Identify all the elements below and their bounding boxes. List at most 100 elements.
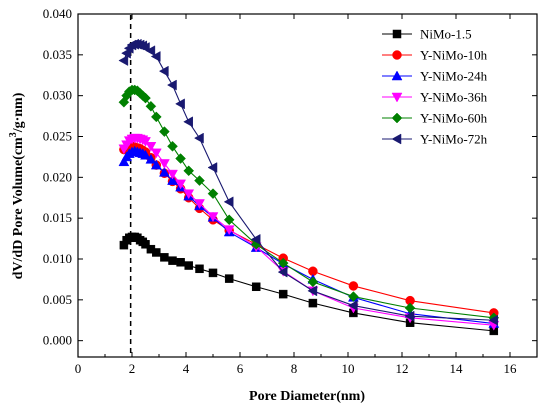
- data-point: [404, 310, 415, 322]
- series-line: [123, 137, 494, 326]
- legend-marker: [392, 29, 402, 39]
- data-point: [158, 166, 170, 177]
- data-point: [194, 175, 205, 186]
- legend-item: Y-NiMo-36h: [382, 90, 488, 105]
- data-point: [250, 233, 261, 245]
- data-point: [145, 153, 157, 164]
- series-NiMo-1.5: [119, 232, 499, 336]
- data-point: [308, 298, 318, 308]
- data-point: [145, 100, 157, 112]
- data-point: [140, 92, 151, 104]
- legend-label: Y-NiMo-36h: [420, 90, 488, 105]
- legend-item: Y-NiMo-24h: [382, 69, 488, 84]
- y-tick-label: 0.040: [43, 6, 72, 21]
- x-tick-label: 4: [183, 361, 190, 376]
- data-point: [167, 175, 178, 185]
- y-axis-title-part-1: dV/dD Pore Volume(cm: [11, 137, 26, 279]
- y-axis-title-superscript: 3: [8, 132, 19, 137]
- legend-item: NiMo-1.5: [382, 27, 472, 42]
- y-tick-label: 0.010: [43, 251, 72, 266]
- x-axis-title: Pore Diameter(nm): [249, 389, 365, 404]
- y-axis-ticks: 0.000 0.005 0.010 0.015 0.020 0.025 0.030 0.035…: [43, 6, 537, 348]
- data-point: [175, 179, 187, 190]
- data-point: [277, 257, 289, 269]
- data-point: [150, 111, 162, 123]
- y-tick-label: 0.000: [43, 333, 72, 348]
- data-point: [152, 248, 161, 257]
- data-point: [194, 199, 205, 209]
- y-tick-label: 0.030: [43, 88, 72, 103]
- series-line: [123, 150, 494, 325]
- data-point: [193, 132, 204, 144]
- y-tick-label: 0.025: [43, 129, 72, 144]
- x-tick-label: 16: [504, 361, 518, 376]
- data-point: [175, 153, 186, 164]
- data-point: [184, 261, 193, 270]
- y-tick-label: 0.005: [43, 292, 72, 307]
- legend-marker: [392, 50, 402, 60]
- y-tick-label: 0.015: [43, 210, 72, 225]
- legend-item: Y-NiMo-72h: [382, 132, 488, 147]
- data-point: [224, 274, 234, 283]
- data-point: [183, 189, 195, 200]
- data-point: [207, 162, 218, 173]
- x-tick-label: 0: [75, 361, 82, 376]
- data-point: [208, 268, 218, 278]
- legend-label: Y-NiMo-72h: [420, 132, 488, 147]
- legend-label: Y-NiMo-10h: [420, 48, 488, 63]
- x-tick-label: 14: [450, 361, 464, 376]
- data-point: [223, 214, 235, 226]
- y-tick-label: 0.035: [43, 47, 72, 62]
- x-tick-label: 10: [342, 361, 355, 376]
- data-point: [207, 188, 219, 200]
- data-point: [158, 159, 170, 169]
- legend-item: Y-NiMo-60h: [382, 111, 488, 126]
- data-point: [195, 264, 204, 274]
- data-point: [145, 45, 156, 57]
- data-point: [141, 240, 150, 249]
- data-point: [118, 55, 129, 66]
- data-point: [118, 156, 130, 167]
- series-Y-NiMo-72h: [118, 38, 499, 326]
- data-point: [150, 148, 162, 159]
- data-point: [167, 169, 178, 180]
- data-point: [278, 289, 288, 299]
- data-point: [347, 300, 358, 311]
- data-point: [145, 142, 157, 152]
- data-point: [307, 285, 318, 297]
- data-point: [277, 266, 288, 278]
- x-tick-label: 2: [129, 361, 136, 376]
- data-point: [159, 126, 170, 137]
- legend-label: Y-NiMo-60h: [420, 111, 488, 126]
- data-point: [307, 276, 319, 288]
- x-axis-ticks: 0 2 4 6 8 10 12 14 16: [75, 14, 517, 376]
- y-axis-title: dV/dD Pore Volume(cm3/g·nm): [8, 92, 26, 279]
- legend-label: Y-NiMo-24h: [420, 69, 488, 84]
- data-point: [348, 281, 359, 291]
- data-point: [140, 149, 151, 160]
- data-point: [167, 140, 178, 152]
- legend-label: NiMo-1.5: [420, 27, 472, 42]
- legend-item: Y-NiMo-10h: [382, 48, 488, 63]
- y-tick-label: 0.020: [43, 169, 72, 184]
- data-point: [150, 159, 162, 170]
- data-point: [160, 253, 169, 262]
- data-point: [166, 79, 177, 91]
- data-point: [150, 51, 161, 62]
- x-tick-label: 6: [237, 361, 244, 376]
- legend-marker: [391, 92, 403, 103]
- data-point: [168, 256, 177, 265]
- data-point: [176, 258, 185, 267]
- series-layer: [118, 38, 500, 336]
- x-tick-label: 8: [291, 361, 298, 376]
- legend: NiMo-1.5 Y-NiMo-10h Y-NiMo-24h Y-NiMo-36h Y-…: [382, 27, 488, 147]
- data-point: [207, 212, 219, 223]
- legend-marker: [391, 70, 403, 81]
- data-point: [158, 65, 169, 77]
- data-point: [488, 314, 499, 326]
- plot-area: [77, 13, 538, 358]
- data-point: [183, 165, 195, 177]
- data-point: [251, 282, 261, 292]
- data-point: [223, 225, 235, 236]
